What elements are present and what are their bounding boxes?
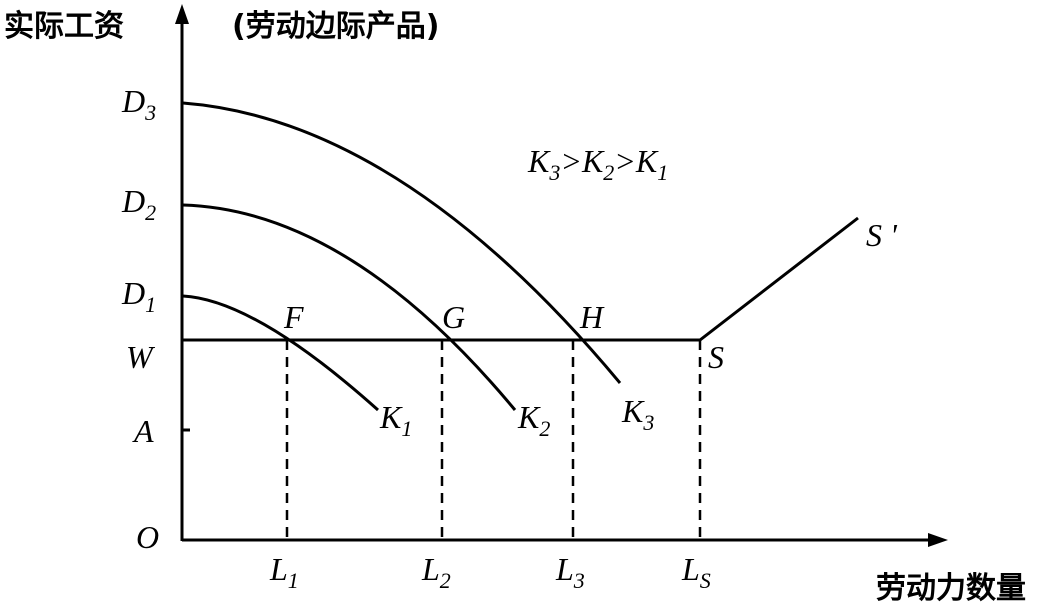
- x-axis-arrow: [928, 533, 948, 547]
- point-label-f: F: [283, 299, 304, 335]
- curve-label-k3: K3: [621, 393, 654, 435]
- origin-label: O: [136, 519, 159, 555]
- x-label-ls: LS: [681, 551, 711, 593]
- y-label-d1: D1: [121, 275, 156, 317]
- y-axis-subtitle: (劳动边际产品): [232, 9, 439, 44]
- curve-k2: [182, 203, 517, 411]
- capital-relation: K3>K2>K1: [527, 143, 668, 185]
- y-axis-arrow: [175, 4, 189, 24]
- y-label-d3: D3: [121, 83, 156, 125]
- x-axis-title: 劳动力数量: [876, 571, 1026, 606]
- y-label-d2: D2: [121, 183, 156, 225]
- point-label-h: H: [579, 299, 605, 335]
- x-label-l1: L1: [269, 551, 299, 593]
- point-label-s: S: [708, 339, 724, 375]
- x-label-l3: L3: [555, 551, 585, 593]
- y-label-w: W: [126, 339, 156, 375]
- y-label-a: A: [132, 413, 154, 449]
- y-axis-title: 实际工资: [4, 9, 124, 44]
- curve-label-k2: K2: [517, 399, 550, 441]
- curve-k3: [182, 101, 622, 384]
- point-label-g: G: [442, 299, 465, 335]
- x-label-l2: L2: [421, 551, 451, 593]
- curve-k1: [182, 294, 379, 412]
- point-label-s-prime: S ': [866, 217, 898, 253]
- curve-label-k1: K1: [379, 399, 412, 441]
